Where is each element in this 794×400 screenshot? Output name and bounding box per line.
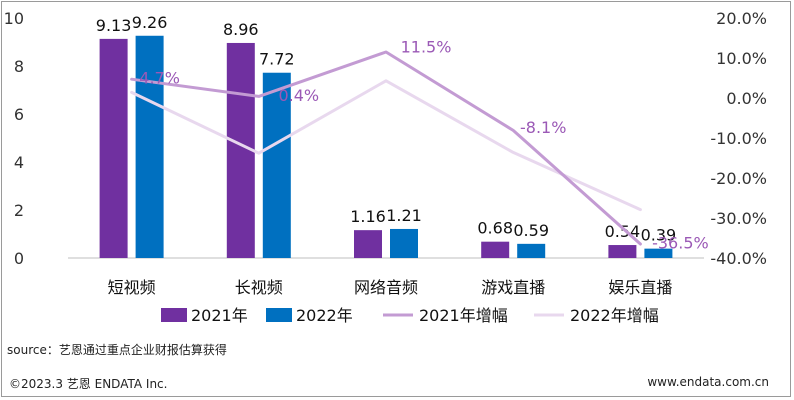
legend-label: 2022年 (296, 306, 353, 325)
growth-value-label: 4.7% (139, 69, 180, 88)
category-label: 网络音频 (354, 278, 418, 297)
y-right-tick-label: -30.0% (710, 209, 767, 228)
copyright: ©2023.3 艺恩 ENDATA Inc. (9, 377, 168, 391)
y-left-tick-label: 4 (14, 153, 24, 172)
y-right-tick-label: -20.0% (710, 169, 767, 188)
y-left-tick-label: 10 (4, 9, 24, 28)
bar-2021 (99, 38, 128, 258)
bar-value-label: 9.26 (132, 13, 168, 32)
bar-value-label: 0.39 (641, 226, 677, 245)
bar-2021 (354, 230, 382, 258)
category-label: 游戏直播 (481, 278, 545, 297)
website: www.endata.com.cn (647, 375, 769, 389)
bar-2022 (262, 72, 291, 258)
y-right-tick-label: -40.0% (710, 249, 767, 268)
growth-value-label: 0.4% (278, 86, 319, 105)
bar-value-label: 9.13 (96, 16, 132, 35)
y-right-tick-label: 0.0% (726, 89, 767, 108)
growth-value-label: -36.5% (652, 234, 709, 253)
legend-label: 2021年增幅 (419, 306, 508, 325)
line-2021-growth (130, 50, 642, 246)
legend-label: 2021年 (191, 306, 248, 325)
y-right-tick-label: 20.0% (716, 9, 767, 28)
y-left-tick-label: 2 (14, 201, 24, 220)
bar-2022 (390, 228, 418, 258)
bar-value-label: 1.21 (386, 206, 422, 225)
bar-2021 (608, 245, 637, 258)
category-label: 长视频 (235, 278, 283, 297)
category-label: 短视频 (108, 278, 156, 297)
legend-label: 2022年增幅 (570, 306, 659, 325)
y-left-tick-label: 6 (14, 105, 24, 124)
legend-swatch-2021 (161, 308, 187, 322)
category-label: 娱乐直播 (608, 278, 672, 297)
bar-value-label: 0.68 (477, 219, 513, 238)
bar-2021 (481, 241, 510, 258)
bar-2022 (135, 35, 164, 259)
line-2022-growth (130, 79, 642, 212)
source-note: source：艺恩通过重点企业财报估算获得 (7, 343, 227, 357)
bar-value-label: 7.72 (259, 50, 295, 69)
bar-value-label: 0.59 (513, 221, 549, 240)
growth-value-label: 11.5% (401, 38, 452, 57)
y-right-tick-label: -10.0% (710, 129, 767, 148)
growth-value-label: -8.1% (520, 118, 566, 137)
y-right-tick-label: 10.0% (716, 49, 767, 68)
y-left-tick-label: 8 (14, 57, 24, 76)
bar-2022 (644, 248, 673, 258)
bar-2022 (517, 243, 546, 258)
legend-swatch-2022 (266, 308, 292, 322)
bar-value-label: 8.96 (223, 20, 259, 39)
y-left-tick-label: 0 (14, 249, 24, 268)
bar-value-label: 1.16 (350, 207, 386, 226)
